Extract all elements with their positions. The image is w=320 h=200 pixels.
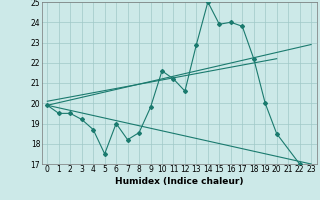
X-axis label: Humidex (Indice chaleur): Humidex (Indice chaleur) bbox=[115, 177, 244, 186]
